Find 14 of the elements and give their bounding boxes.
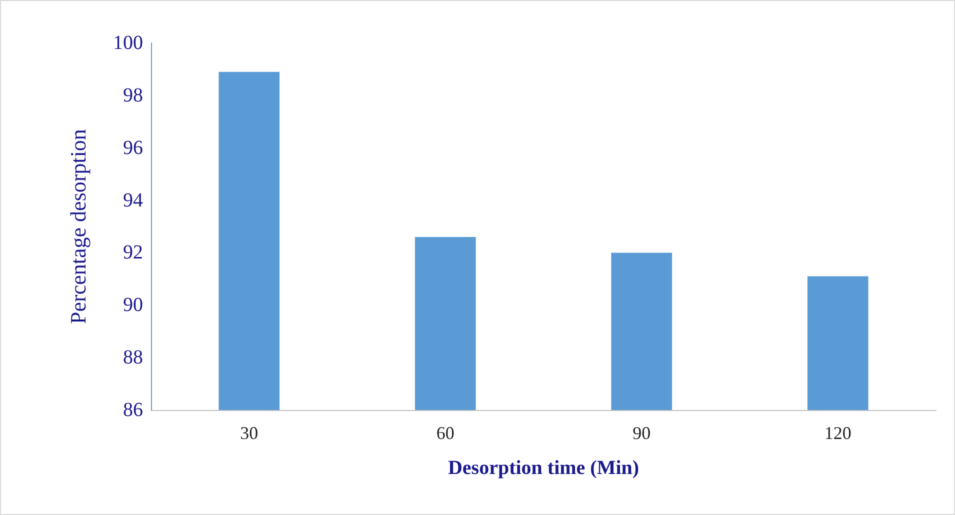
x-tick-label: 30: [240, 423, 258, 443]
y-tick-label: 90: [123, 294, 143, 316]
y-tick-label: 86: [123, 399, 143, 421]
y-tick-label: 92: [123, 242, 143, 264]
x-tick-label: 120: [824, 423, 852, 443]
y-tick-label: 94: [123, 189, 143, 212]
y-tick-label: 88: [123, 346, 143, 369]
x-tick-label: 60: [436, 423, 454, 443]
x-axis-title: Desorption time (Min): [448, 457, 640, 479]
y-axis-title: Percentage desorption: [66, 129, 90, 324]
y-tick-label: 98: [123, 84, 143, 106]
y-tick-label: 96: [123, 136, 143, 159]
x-tick-label: 90: [632, 423, 651, 443]
y-tick-label: 100: [113, 32, 143, 54]
